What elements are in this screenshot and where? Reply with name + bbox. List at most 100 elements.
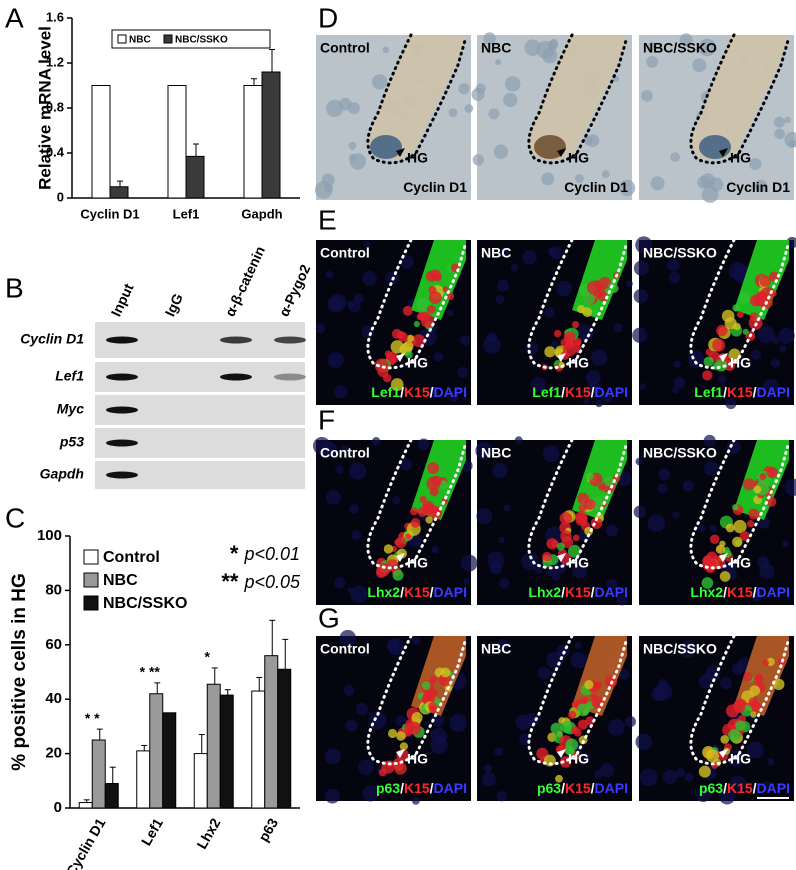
stain-part: Lhx2: [690, 584, 723, 600]
condition-label: NBC: [481, 445, 511, 461]
panel-label: E: [318, 204, 337, 235]
stain-label: p63/K15/DAPI: [699, 780, 790, 796]
panel-label: F: [318, 404, 335, 435]
y-tick-label: 60: [45, 636, 62, 653]
gene-label: Myc: [57, 401, 84, 417]
hg-arrow: [396, 553, 405, 562]
stain-part: K15: [404, 584, 430, 600]
hg-arrow: [719, 148, 728, 157]
stain-part: /: [561, 384, 565, 400]
stain-part: Cyclin D1: [564, 179, 628, 195]
stain-part: K15: [727, 584, 753, 600]
bar: [243, 85, 263, 199]
x-tick-label: Gapdh: [241, 206, 282, 221]
error-bar: [83, 799, 90, 803]
stain-part: Lef1: [371, 384, 400, 400]
stain-part: DAPI: [595, 384, 628, 400]
y-tick-label: 1.2: [46, 54, 64, 69]
error-bar: [251, 78, 257, 86]
condition-label: NBC/SSKO: [643, 40, 717, 56]
bar: [206, 683, 221, 809]
panel-label: B: [5, 272, 24, 303]
stain-part: /: [430, 584, 434, 600]
y-tick-label: 80: [45, 581, 62, 598]
stain-part: K15: [404, 384, 430, 400]
condition-label: Control: [320, 40, 370, 56]
gel-band: [106, 471, 138, 479]
stain-part: /: [591, 384, 595, 400]
stain-part: DAPI: [757, 384, 790, 400]
stain-part: Lhx2: [367, 584, 400, 600]
hg-arrow: [557, 148, 566, 157]
hg-label: HG: [568, 355, 589, 371]
error-bar: [154, 682, 161, 694]
stain-label: Lhx2/K15/DAPI: [528, 584, 628, 600]
x-tick-label: Lef1: [173, 206, 200, 221]
stain-label: Cyclin D1: [564, 179, 628, 195]
hg-label: HG: [730, 150, 751, 166]
hg-arrow: [719, 749, 728, 758]
hg-label: HG: [568, 555, 589, 571]
significance-mark: *: [205, 649, 211, 665]
x-tick-label: Lhx2: [193, 815, 223, 851]
y-axis-title: Relative mRNA level: [35, 26, 54, 190]
stain-part: DAPI: [595, 584, 628, 600]
lane-label: Input: [108, 281, 137, 319]
stain-part: /: [561, 584, 565, 600]
stain-part: DAPI: [434, 384, 467, 400]
stain-part: p63: [699, 780, 723, 796]
micrograph: NBC/SSKO HG Cyclin D1: [639, 33, 796, 203]
condition-label: Control: [320, 641, 370, 657]
gel-band: [106, 373, 138, 381]
gene-label: Gapdh: [40, 466, 84, 482]
p-text: p<0.05: [243, 572, 301, 592]
stain-part: K15: [727, 384, 753, 400]
stain-part: Cyclin D1: [726, 179, 790, 195]
error-bar: [109, 766, 116, 784]
legend-label: NBC: [103, 572, 138, 589]
condition-label: NBC/SSKO: [643, 245, 717, 261]
stain-part: DAPI: [595, 780, 628, 796]
stain-part: /: [561, 780, 565, 796]
stain-part: /: [753, 384, 757, 400]
bar: [277, 668, 292, 809]
legend-swatch: [83, 595, 99, 611]
bar: [251, 690, 266, 809]
error-bar: [282, 638, 289, 670]
bar: [136, 750, 151, 809]
x-tick-label: p63: [255, 815, 281, 844]
lane-label: α-β-catenin: [222, 244, 268, 319]
stain-part: K15: [727, 780, 753, 796]
p-text: p<0.01: [243, 544, 300, 564]
stain-part: /: [723, 384, 727, 400]
bar: [193, 753, 208, 809]
condition-label: Control: [320, 245, 370, 261]
bar: [104, 783, 119, 809]
micrograph: NBC HG Cyclin D1: [471, 32, 636, 200]
legend-swatch: [83, 549, 99, 565]
hg-arrow: [557, 749, 566, 758]
condition-label: NBC/SSKO: [643, 641, 717, 657]
hg-label: HG: [407, 150, 428, 166]
bar: [91, 739, 106, 809]
gel-band: [106, 439, 138, 447]
y-tick-label: 1.6: [46, 9, 64, 24]
legend-swatch: [163, 34, 173, 44]
condition-label: NBC/SSKO: [643, 445, 717, 461]
panel-label: D: [318, 2, 338, 33]
stain-part: K15: [565, 780, 591, 796]
stain-part: /: [591, 780, 595, 796]
hg-arrow: [557, 553, 566, 562]
hg-arrow: [719, 553, 728, 562]
y-tick-label: 0.4: [46, 144, 65, 159]
hg-arrow: [719, 353, 728, 362]
stain-label: Lef1/K15/DAPI: [532, 384, 628, 400]
gel-band: [106, 406, 138, 414]
gene-label: Cyclin D1: [20, 331, 84, 347]
condition-label: Control: [320, 445, 370, 461]
bar: [149, 693, 164, 809]
